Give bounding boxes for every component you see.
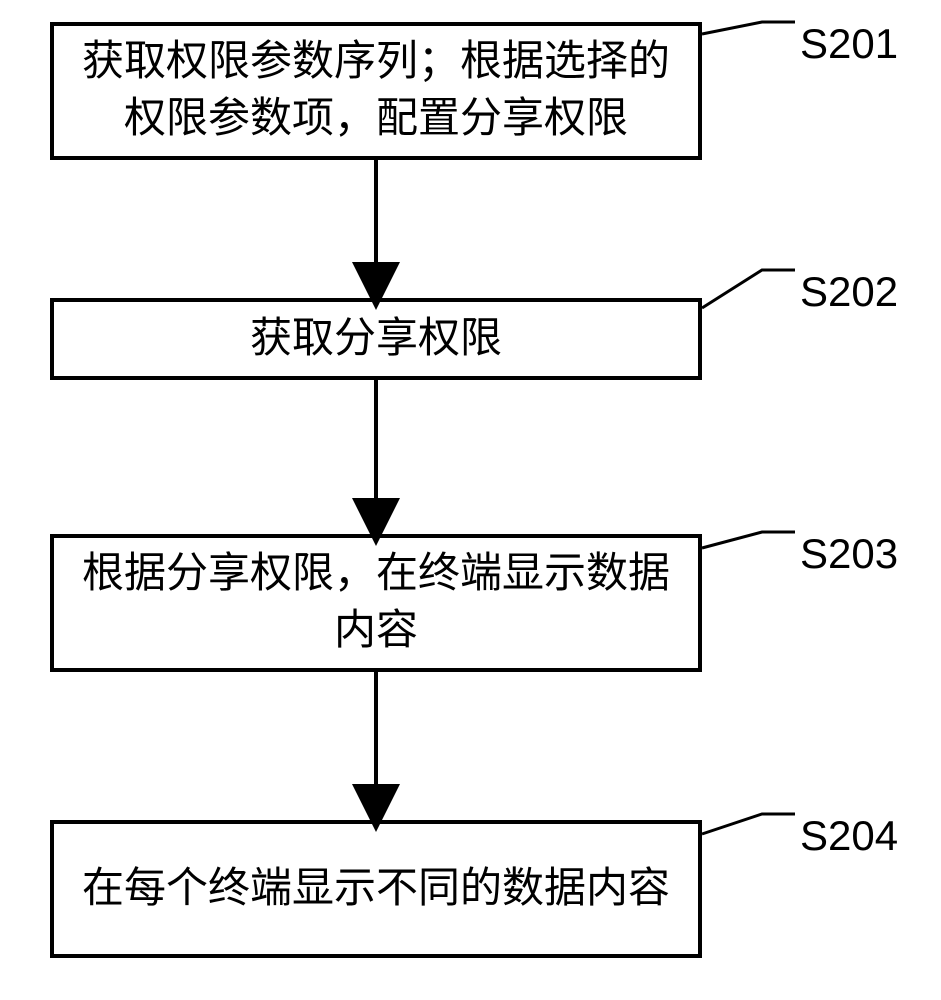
flow-node-text: 获取分享权限 xyxy=(250,311,502,368)
flow-node-text: 在每个终端显示不同的数据内容 xyxy=(82,861,670,918)
leader-s204 xyxy=(702,814,795,834)
flow-node-s202: 获取分享权限 xyxy=(50,298,702,380)
flowchart-canvas: 获取权限参数序列；根据选择的权限参数项，配置分享权限 获取分享权限 根据分享权限… xyxy=(0,0,941,1000)
step-label-s204: S204 xyxy=(800,812,898,860)
flow-node-s204: 在每个终端显示不同的数据内容 xyxy=(50,820,702,958)
step-label-s203: S203 xyxy=(800,530,898,578)
step-label-s201: S201 xyxy=(800,20,898,68)
leader-s202 xyxy=(702,270,795,308)
step-label-s202: S202 xyxy=(800,268,898,316)
leader-s203 xyxy=(702,532,795,548)
flow-node-s201: 获取权限参数序列；根据选择的权限参数项，配置分享权限 xyxy=(50,22,702,160)
flow-node-text: 获取权限参数序列；根据选择的权限参数项，配置分享权限 xyxy=(68,34,684,147)
flow-node-text: 根据分享权限，在终端显示数据内容 xyxy=(68,546,684,659)
flow-node-s203: 根据分享权限，在终端显示数据内容 xyxy=(50,534,702,672)
leader-s201 xyxy=(702,22,795,34)
